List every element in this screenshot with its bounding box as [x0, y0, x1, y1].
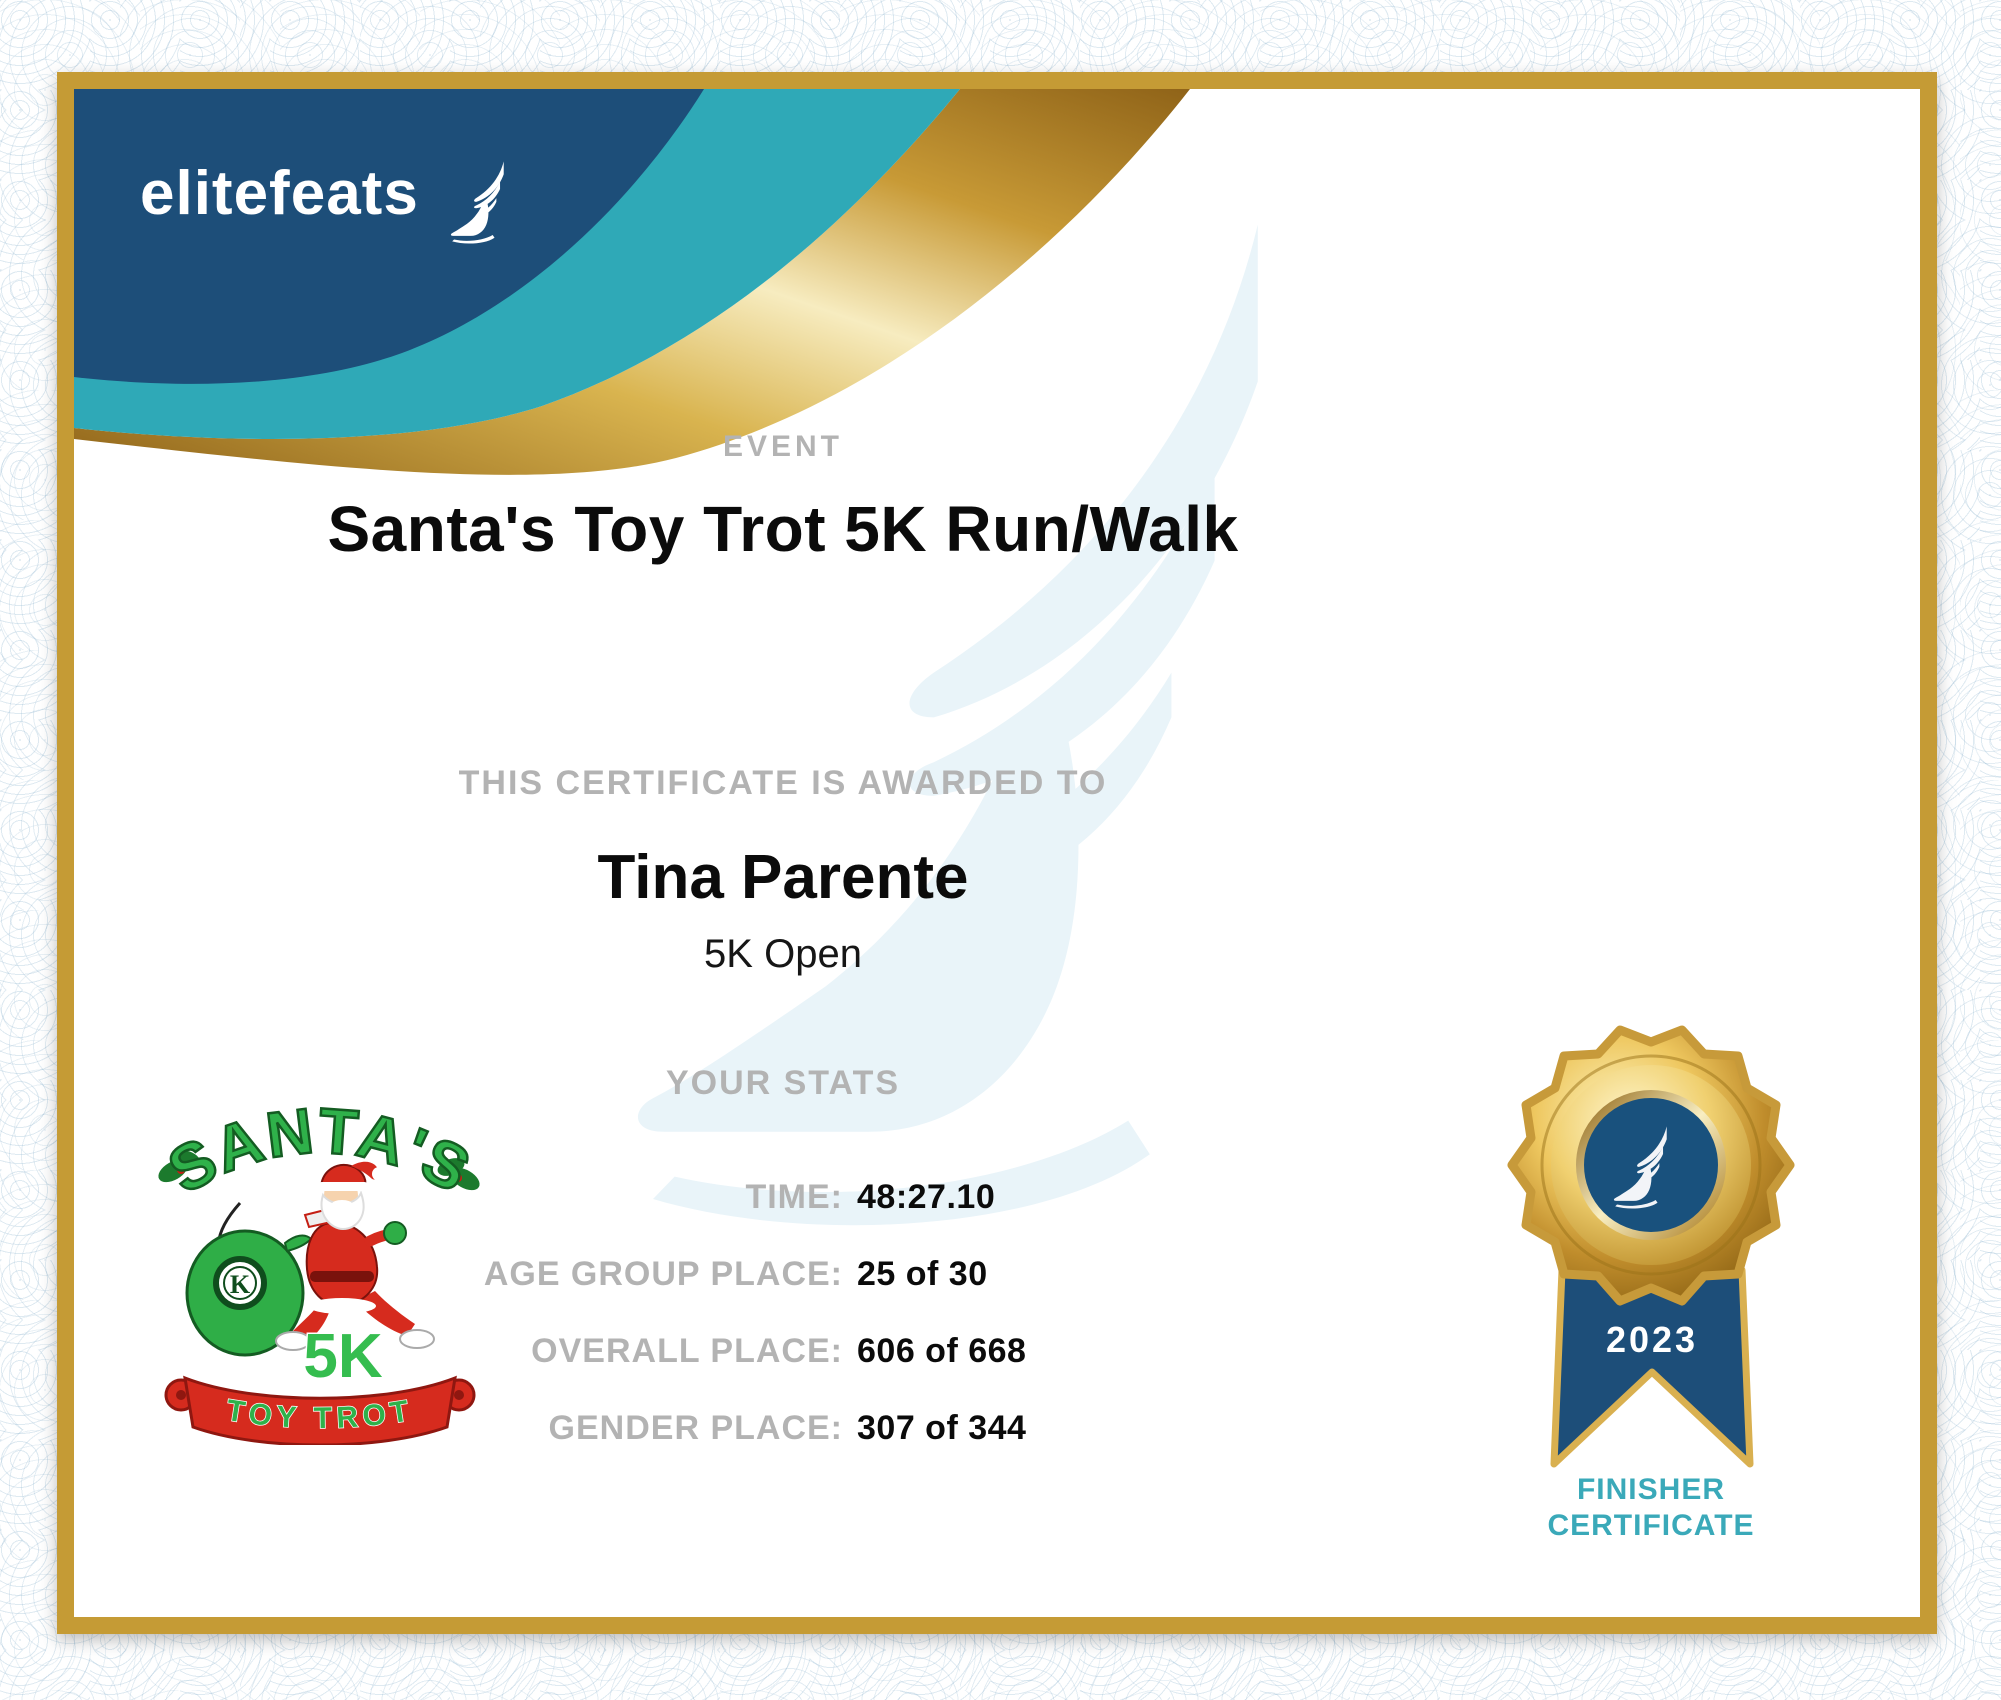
navy-wave: [74, 89, 704, 384]
medal-ribbon: [1550, 1266, 1754, 1468]
division-name: 5K Open: [704, 932, 862, 976]
ribbon-banner: [164, 1375, 476, 1445]
stat-value: 25 of 30: [857, 1255, 988, 1293]
holly-right: [437, 1158, 480, 1191]
stat-value: 307 of 344: [857, 1409, 1027, 1447]
corner-wave-graphic: [74, 89, 1190, 475]
stat-label: AGE GROUP PLACE:: [483, 1255, 843, 1293]
brand-name: elitefeats: [140, 159, 419, 228]
holly-left: [158, 1150, 201, 1183]
finisher-line1: FINISHER: [1576, 1473, 1725, 1506]
logo-distance-text: 5K: [303, 1322, 382, 1391]
stat-value: 48:27.10: [857, 1178, 996, 1216]
stats-heading: YOUR STATS: [665, 1064, 901, 1102]
brand-logo: elitefeats: [140, 150, 560, 280]
recipient-name: Tina Parente: [597, 843, 969, 912]
awarded-label: THIS CERTIFICATE IS AWARDED TO: [458, 764, 1108, 802]
stat-label: GENDER PLACE:: [548, 1409, 843, 1447]
stat-label: TIME:: [745, 1178, 843, 1216]
finisher-line2: CERTIFICATE: [1547, 1509, 1755, 1542]
gold-swoosh: [74, 89, 1190, 475]
finisher-medal: 2023: [1507, 1025, 1795, 1468]
stat-row-time: TIME: 48:27.10: [424, 1180, 1184, 1214]
stat-row-age-group-place: AGE GROUP PLACE: 25 of 30: [424, 1257, 1184, 1291]
event-logo-santas-toy-trot: SANTA'S K: [156, 1093, 482, 1445]
event-label: EVENT: [722, 430, 844, 463]
emblem-letter: K: [230, 1270, 251, 1299]
stats-list: TIME: 48:27.10 AGE GROUP PLACE: 25 of 30…: [424, 1180, 1184, 1488]
medal-year: 2023: [1606, 1319, 1698, 1360]
stat-row-overall-place: OVERALL PLACE: 606 of 668: [424, 1334, 1184, 1368]
event-name: Santa's Toy Trot 5K Run/Walk: [327, 493, 1239, 565]
santa-mitten: [383, 1221, 407, 1245]
stat-row-gender-place: GENDER PLACE: 307 of 344: [424, 1411, 1184, 1445]
finisher-caption: FINISHER CERTIFICATE: [1460, 1472, 1842, 1544]
santa-figure: [275, 1161, 435, 1351]
brand-winged-foot-icon: [443, 138, 535, 262]
stat-value: 606 of 668: [857, 1332, 1027, 1370]
stat-label: OVERALL PLACE:: [531, 1332, 843, 1370]
